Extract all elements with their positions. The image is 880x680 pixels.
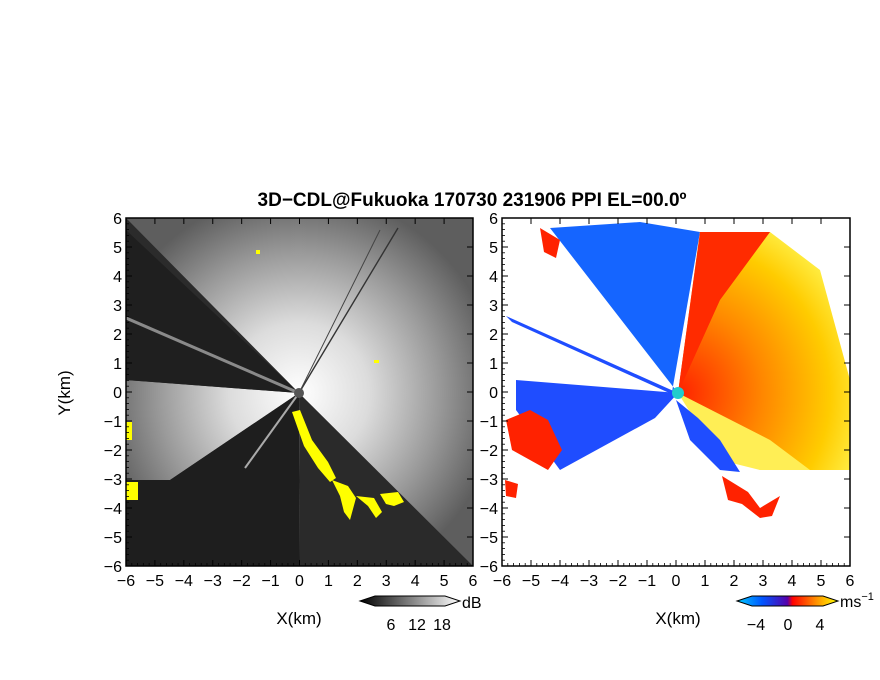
red-speckles (505, 228, 780, 518)
y-tick-label: −2 (104, 443, 122, 460)
y-tick-label: 5 (113, 240, 122, 257)
y-tick-label: 0 (113, 385, 122, 402)
y-tick-label: −4 (480, 501, 498, 518)
colorbar-left-unit: dB (462, 595, 482, 612)
x-tick-label: −6 (493, 573, 511, 590)
colorbar-left-tick: 6 (387, 617, 396, 634)
x-tick-label: 4 (788, 573, 797, 590)
y-tick-label: −2 (480, 443, 498, 460)
x-tick-label: −4 (175, 573, 193, 590)
velocity-image (502, 218, 850, 566)
yellow-echoes (126, 250, 404, 520)
x-tick-label: 2 (730, 573, 739, 590)
y-tick-label: 4 (489, 269, 498, 286)
site-marker-right (672, 387, 684, 399)
x-tick-label: −2 (609, 573, 627, 590)
y-tick-label: 3 (113, 298, 122, 315)
colorbar-right-tick: −4 (747, 617, 765, 634)
x-tick-label: −1 (638, 573, 656, 590)
x-tick-label: 1 (701, 573, 710, 590)
y-tick-label: −6 (480, 559, 498, 576)
y-tick-label: −6 (104, 559, 122, 576)
x-axis-label-right: X(km) (655, 609, 700, 628)
figure-title: 3D−CDL@Fukuoka 170730 231906 PPI EL=00.0… (258, 190, 687, 211)
left-panel: −6 −5 −4 −3 −2 −1 0 1 2 3 4 5 6 6 5 4 3 2 1 0 −1 −2 −3 −4 −5 −6 (104, 211, 478, 590)
colorbar-right-tick: 4 (816, 617, 825, 634)
y-tick-label: 5 (489, 240, 498, 257)
y-tick-label: 6 (113, 211, 122, 228)
x-tick-label: −1 (261, 573, 279, 590)
x-tick-label: −5 (146, 573, 164, 590)
x-tick-label: 0 (295, 573, 304, 590)
y-tick-label: −4 (104, 501, 122, 518)
colorbar-right: ms−1 −4 0 4 (735, 591, 874, 634)
x-tick-label: 6 (469, 573, 478, 590)
colorbar-left: dB 6 12 18 (358, 595, 482, 634)
y-tick-label: −1 (104, 414, 122, 431)
x-tick-label: 0 (672, 573, 681, 590)
colorbar-right-unit: ms−1 (840, 591, 874, 611)
colorbar-left-tick: 12 (408, 617, 426, 634)
x-tick-label: −4 (551, 573, 569, 590)
right-panel: −6 −5 −4 −3 −2 −1 0 1 2 3 4 5 6 6 5 4 3 2 1 0 −1 −2 −3 −4 −5 −6 (480, 211, 855, 590)
y-axis-label: Y(km) (55, 370, 74, 415)
x-tick-label: −3 (204, 573, 222, 590)
x-tick-label: −6 (117, 573, 135, 590)
snr-image (126, 218, 473, 566)
x-axis-label-left: X(km) (276, 609, 321, 628)
x-tick-label: 2 (353, 573, 362, 590)
x-tick-label: 3 (759, 573, 768, 590)
y-tick-label: 0 (489, 385, 498, 402)
y-tick-label: 1 (113, 356, 122, 373)
y-tick-label: 2 (113, 327, 122, 344)
y-tick-label: 4 (113, 269, 122, 286)
x-tick-label: −3 (580, 573, 598, 590)
y-tick-label: −5 (104, 530, 122, 547)
colorbar-right-tick: 0 (784, 617, 793, 634)
x-tick-label: 5 (440, 573, 449, 590)
x-tick-label: −5 (522, 573, 540, 590)
y-tick-label: −3 (480, 472, 498, 489)
y-tick-label: −1 (480, 414, 498, 431)
colorbar-left-tick: 18 (433, 617, 451, 634)
site-marker-left (294, 388, 304, 398)
y-tick-label: 1 (489, 356, 498, 373)
x-tick-label: 5 (817, 573, 826, 590)
x-tick-label: −2 (233, 573, 251, 590)
y-tick-label: −5 (480, 530, 498, 547)
right-axis-ticks: −6 −5 −4 −3 −2 −1 0 1 2 3 4 5 6 6 5 4 3 2 1 0 −1 −2 −3 −4 −5 −6 (480, 211, 855, 590)
x-tick-label: 3 (382, 573, 391, 590)
x-tick-label: 6 (846, 573, 855, 590)
y-tick-label: 2 (489, 327, 498, 344)
x-tick-label: 1 (324, 573, 333, 590)
y-tick-label: 3 (489, 298, 498, 315)
x-tick-label: 4 (411, 573, 420, 590)
y-tick-label: −3 (104, 472, 122, 489)
left-axis-ticks: −6 −5 −4 −3 −2 −1 0 1 2 3 4 5 6 6 5 4 3 2 1 0 −1 −2 −3 −4 −5 −6 (104, 211, 478, 590)
y-tick-label: 6 (489, 211, 498, 228)
